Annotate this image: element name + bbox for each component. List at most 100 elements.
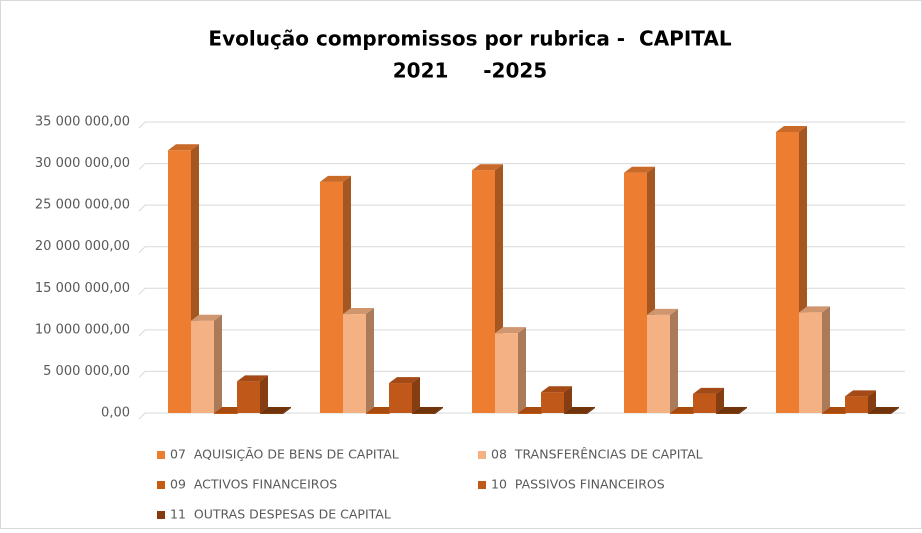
bar-top-shade xyxy=(799,306,830,313)
y-tick-label: 10 000 000,00 xyxy=(35,322,130,337)
bar-top-shade xyxy=(845,390,876,397)
bar-top xyxy=(237,375,268,382)
legend-marker xyxy=(478,451,486,459)
bar-side-shade xyxy=(716,387,724,413)
bar-top xyxy=(647,308,678,315)
bar xyxy=(343,308,374,413)
bar-front xyxy=(237,381,260,413)
bar-top-shade xyxy=(472,164,503,171)
bar-front xyxy=(799,312,822,413)
bar-top xyxy=(343,308,374,315)
bar-side xyxy=(739,407,747,414)
legend-label: 08 TRANSFERÊNCIAS DE CAPITAL xyxy=(491,447,703,462)
bar-side-shade xyxy=(366,308,374,413)
bar-side-shade xyxy=(670,308,678,413)
bar-front xyxy=(495,333,518,413)
bar-top xyxy=(624,166,655,173)
bar-front xyxy=(191,320,214,413)
bar xyxy=(647,308,678,413)
bar-top-shade xyxy=(776,125,807,132)
y-tick-label: 25 000 000,00 xyxy=(35,198,130,213)
bar-top-shade xyxy=(693,387,724,394)
bar-top xyxy=(564,407,595,413)
bar-top xyxy=(320,175,351,182)
grid-line xyxy=(138,163,905,170)
bar-front xyxy=(647,314,670,413)
bar-top xyxy=(260,407,291,413)
bar-front xyxy=(868,413,891,414)
bar-top xyxy=(845,390,876,397)
bar xyxy=(564,407,595,414)
bar-top-shade xyxy=(191,314,222,321)
bar-front xyxy=(320,181,343,413)
bar-front xyxy=(670,413,693,414)
bar-side xyxy=(868,390,876,413)
bar-side-shade xyxy=(891,407,899,414)
bar-front xyxy=(624,172,647,413)
bar xyxy=(868,407,899,414)
bar-front xyxy=(822,413,845,414)
y-tick-label: 35 000 000,00 xyxy=(35,115,130,130)
bar-top-shade xyxy=(412,407,443,413)
bar-top-shade xyxy=(868,407,899,413)
bar-side xyxy=(435,407,443,414)
bar-top xyxy=(389,377,420,384)
legend-label: 10 PASSIVOS FINANCEIROS xyxy=(491,477,665,492)
legend-marker xyxy=(157,481,165,489)
bar-front xyxy=(541,392,564,413)
y-tick-label: 0,00 xyxy=(101,406,130,421)
y-tick-label: 20 000 000,00 xyxy=(35,239,130,254)
bar-front xyxy=(472,170,495,413)
bar xyxy=(168,144,199,414)
bar-front xyxy=(214,413,237,414)
bar xyxy=(716,407,747,414)
bar-side xyxy=(214,314,222,413)
bar-top-shade xyxy=(320,175,351,182)
bar-front xyxy=(389,383,412,413)
bar xyxy=(389,377,420,413)
bar-side xyxy=(670,308,678,413)
chart-title: Evolução compromissos por rubrica - CAPI… xyxy=(208,27,731,51)
bar-side xyxy=(366,308,374,413)
bar-side xyxy=(587,407,595,414)
bar-top xyxy=(495,327,526,334)
bar-top-shade xyxy=(564,407,595,413)
bar xyxy=(260,407,291,414)
bar-front xyxy=(693,393,716,413)
bar-top-shade xyxy=(495,327,526,334)
bar-top xyxy=(191,314,222,321)
bar xyxy=(412,407,443,414)
bar-side xyxy=(822,306,830,413)
bar-side-shade xyxy=(564,386,572,413)
y-tick-label: 15 000 000,00 xyxy=(35,281,130,296)
bar-top-shade xyxy=(260,407,291,413)
bar-top-shade xyxy=(237,375,268,382)
bar-top xyxy=(799,306,830,313)
bar-front xyxy=(564,413,587,414)
bar-top-shade xyxy=(389,377,420,384)
legend-marker xyxy=(157,511,165,519)
bar-side xyxy=(412,377,420,413)
bar-side xyxy=(891,407,899,414)
bar-front xyxy=(260,413,283,414)
bar-top xyxy=(412,407,443,413)
bar-front xyxy=(168,150,191,414)
bar-side-shade xyxy=(587,407,595,414)
legend-marker xyxy=(157,451,165,459)
bar-side-shade xyxy=(283,407,291,414)
bar-side-shade xyxy=(214,314,222,413)
legend-label: 11 OUTRAS DESPESAS DE CAPITAL xyxy=(170,507,391,522)
bar-top xyxy=(716,407,747,413)
bar-top xyxy=(868,407,899,413)
bar-front xyxy=(518,413,541,414)
bar-top-shade xyxy=(716,407,747,413)
bar-side-shade xyxy=(868,390,876,413)
bar-top-shade xyxy=(168,144,199,151)
bar-top-shade xyxy=(647,308,678,315)
bar xyxy=(237,375,268,413)
bar-top xyxy=(168,144,199,151)
bar xyxy=(191,314,222,413)
bar xyxy=(495,327,526,413)
